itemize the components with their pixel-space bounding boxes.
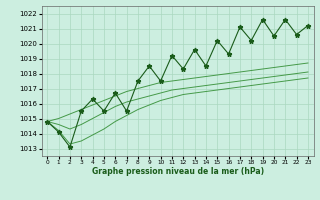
X-axis label: Graphe pression niveau de la mer (hPa): Graphe pression niveau de la mer (hPa) [92, 167, 264, 176]
